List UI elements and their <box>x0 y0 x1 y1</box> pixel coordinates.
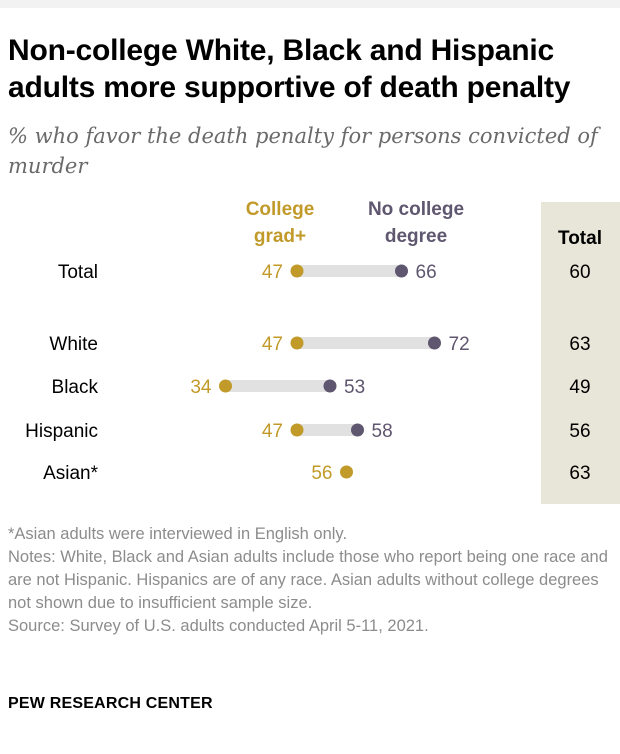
value-college-asian: 56 <box>311 463 332 484</box>
value-total-total: 60 <box>569 262 590 283</box>
value-no-college-total: 66 <box>416 262 437 283</box>
dot-college-white <box>290 336 304 350</box>
value-total-asian: 63 <box>569 463 590 484</box>
footnote-asian: *Asian adults were interviewed in Englis… <box>8 525 348 543</box>
row-label-hispanic: Hispanic <box>25 421 98 442</box>
chart-title: Non-college White, Black and Hispanic ad… <box>8 34 571 104</box>
legend-label-no-college: No college <box>368 199 464 220</box>
top-border <box>0 0 620 8</box>
value-college-black: 34 <box>190 377 212 398</box>
legend-label-college: grad+ <box>254 226 306 247</box>
value-total-white: 63 <box>569 334 590 355</box>
legend-label-college: College <box>246 199 315 220</box>
pew-logo-text: PEW RESEARCH CENTER <box>8 695 213 712</box>
footnote-source: Source: Survey of U.S. adults conducted … <box>8 617 429 635</box>
dot-college-asian <box>340 465 353 479</box>
legend-label-no-college: degree <box>385 226 447 247</box>
value-college-hispanic: 47 <box>262 421 283 442</box>
row-label-white: White <box>49 334 98 355</box>
footnote-notes: Notes: White, Black and Asian adults inc… <box>8 548 608 612</box>
value-college-total: 47 <box>262 262 283 283</box>
dot-no-college-total <box>395 264 408 278</box>
footnotes: *Asian adults were interviewed in Englis… <box>8 523 620 638</box>
value-no-college-hispanic: 58 <box>372 421 393 442</box>
value-college-white: 47 <box>262 334 283 355</box>
dot-plot-chart: Total College grad+ No college degree Total 66… <box>25 199 620 504</box>
dot-college-hispanic <box>290 423 304 437</box>
dot-college-black <box>219 379 232 393</box>
dot-no-college-black <box>323 379 337 393</box>
total-column-header: Total <box>558 228 602 249</box>
row-label-asian: Asian* <box>43 463 99 484</box>
value-no-college-white: 72 <box>449 334 470 355</box>
value-no-college-black: 53 <box>344 377 365 398</box>
total-column-panel <box>541 202 620 504</box>
value-total-black: 49 <box>569 377 590 398</box>
value-total-hispanic: 56 <box>569 421 590 442</box>
dot-no-college-white <box>428 336 441 350</box>
row-label-total: Total <box>58 262 98 283</box>
dot-college-total <box>290 264 304 278</box>
row-label-black: Black <box>52 377 99 398</box>
chart-subtitle: % who favor the death penalty for person… <box>8 124 598 178</box>
dot-no-college-hispanic <box>351 423 364 437</box>
